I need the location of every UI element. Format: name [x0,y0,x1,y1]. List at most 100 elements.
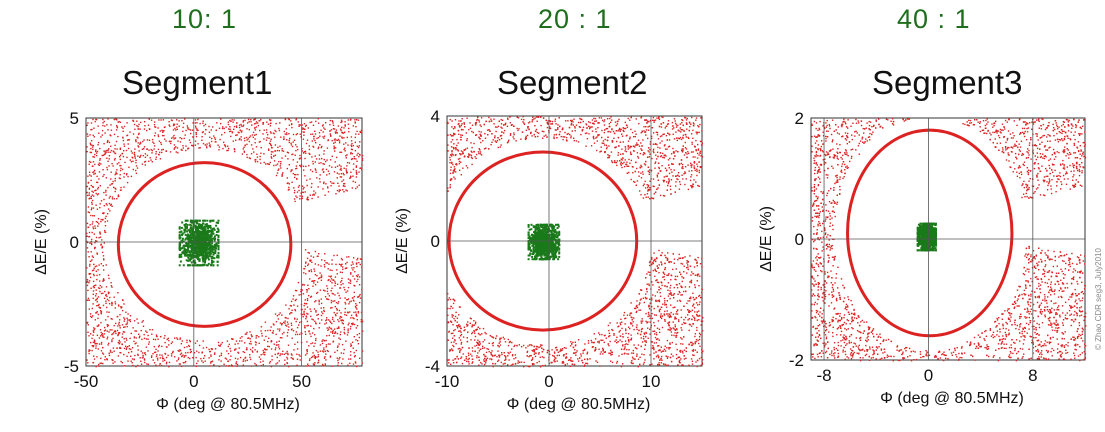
core-point-1 [205,254,208,257]
scatter-point-1 [163,130,165,132]
scatter-point-1 [96,181,99,184]
scatter-point-1 [296,177,298,180]
scatter-point-1 [297,281,300,284]
scatter-point-1 [292,330,295,332]
core-point-1 [202,238,205,241]
scatter-point-1 [96,342,98,345]
scatter-point-1 [332,341,334,343]
scatter-point-1 [114,177,116,180]
scatter-point-1 [107,160,109,162]
scatter-point-1 [91,194,94,196]
scatter-point-1 [208,144,211,147]
scatter-point-1 [95,236,98,239]
scatter-point-1 [310,269,312,271]
scatter-point-1 [89,134,91,136]
core-point-1 [212,232,215,235]
scatter-point-1 [242,125,244,128]
scatter-point-2 [654,268,656,270]
scatter-point-1 [346,299,349,301]
scatter-point-2 [449,307,451,310]
scatter-point-2 [684,166,687,168]
scatter-point-1 [133,336,136,338]
scatter-point-1 [208,131,211,133]
scatter-point-1 [134,148,136,150]
scatter-point-1 [326,319,328,321]
scatter-point-2 [467,352,470,354]
scatter-point-2 [682,163,684,166]
scatter-point-1 [181,120,183,122]
y-axis-label-1: ΔE/E (%) [33,209,50,275]
scatter-point-1 [90,341,92,344]
scatter-point-1 [243,137,246,139]
scatter-point-1 [317,147,319,150]
scatter-point-1 [273,164,275,167]
scatter-point-1 [92,345,95,347]
scatter-point-1 [111,183,114,185]
scatter-point-2 [647,271,649,273]
scatter-point-1 [105,189,107,192]
scatter-point-1 [355,172,358,174]
core-point-1 [198,225,201,228]
scatter-point-2 [542,137,544,139]
scatter-point-1 [201,139,203,141]
scatter-point-1 [255,344,257,346]
scatter-point-1 [237,358,239,360]
scatter-point-1 [314,301,316,303]
scatter-point-1 [237,342,239,345]
scatter-point-2 [572,360,574,362]
scatter-point-2 [651,363,653,365]
scatter-point-1 [98,343,101,345]
scatter-point-1 [203,357,205,359]
scatter-point-2 [535,352,537,354]
scatter-point-2 [570,137,572,139]
scatter-point-1 [136,167,139,169]
scatter-point-1 [298,324,300,326]
scatter-point-2 [498,139,501,141]
scatter-point-1 [355,158,357,160]
scatter-point-1 [90,175,92,177]
scatter-point-2 [571,343,573,345]
scatter-point-1 [273,324,275,326]
core-point-1 [212,260,215,263]
scatter-point-2 [627,148,629,150]
core-point-1 [215,230,218,233]
scatter-point-2 [636,300,638,302]
scatter-point-2 [551,120,554,123]
scatter-point-1 [106,358,108,360]
scatter-point-1 [114,180,116,182]
scatter-point-1 [344,301,346,304]
scatter-point-1 [99,232,101,234]
scatter-point-1 [162,357,164,360]
scatter-point-1 [233,148,235,150]
scatter-point-1 [337,345,339,347]
scatter-point-1 [104,359,106,361]
scatter-point-1 [318,301,320,303]
scatter-point-1 [334,313,337,316]
core-point-1 [180,240,183,243]
scatter-point-1 [127,147,130,150]
scatter-point-2 [682,136,684,139]
scatter-point-1 [270,156,272,158]
scatter-point-2 [651,197,654,199]
scatter-point-2 [649,298,651,300]
scatter-point-1 [119,352,121,354]
scatter-point-2 [525,135,527,138]
scatter-point-2 [636,324,638,326]
core-point-1 [217,256,220,259]
core-point-1 [189,231,191,234]
scatter-point-2 [456,138,458,141]
scatter-point-2 [468,129,470,131]
scatter-point-1 [172,350,174,353]
scatter-point-1 [114,173,116,176]
scatter-point-2 [633,344,635,346]
scatter-point-2 [454,119,457,121]
scatter-point-1 [102,219,104,221]
scatter-point-1 [212,126,214,128]
scatter-point-2 [627,140,630,142]
scatter-point-1 [107,274,110,276]
scatter-point-2 [677,137,679,139]
scatter-point-1 [90,333,92,335]
scatter-point-1 [95,347,97,349]
scatter-point-1 [95,289,97,291]
scatter-point-2 [496,139,499,142]
